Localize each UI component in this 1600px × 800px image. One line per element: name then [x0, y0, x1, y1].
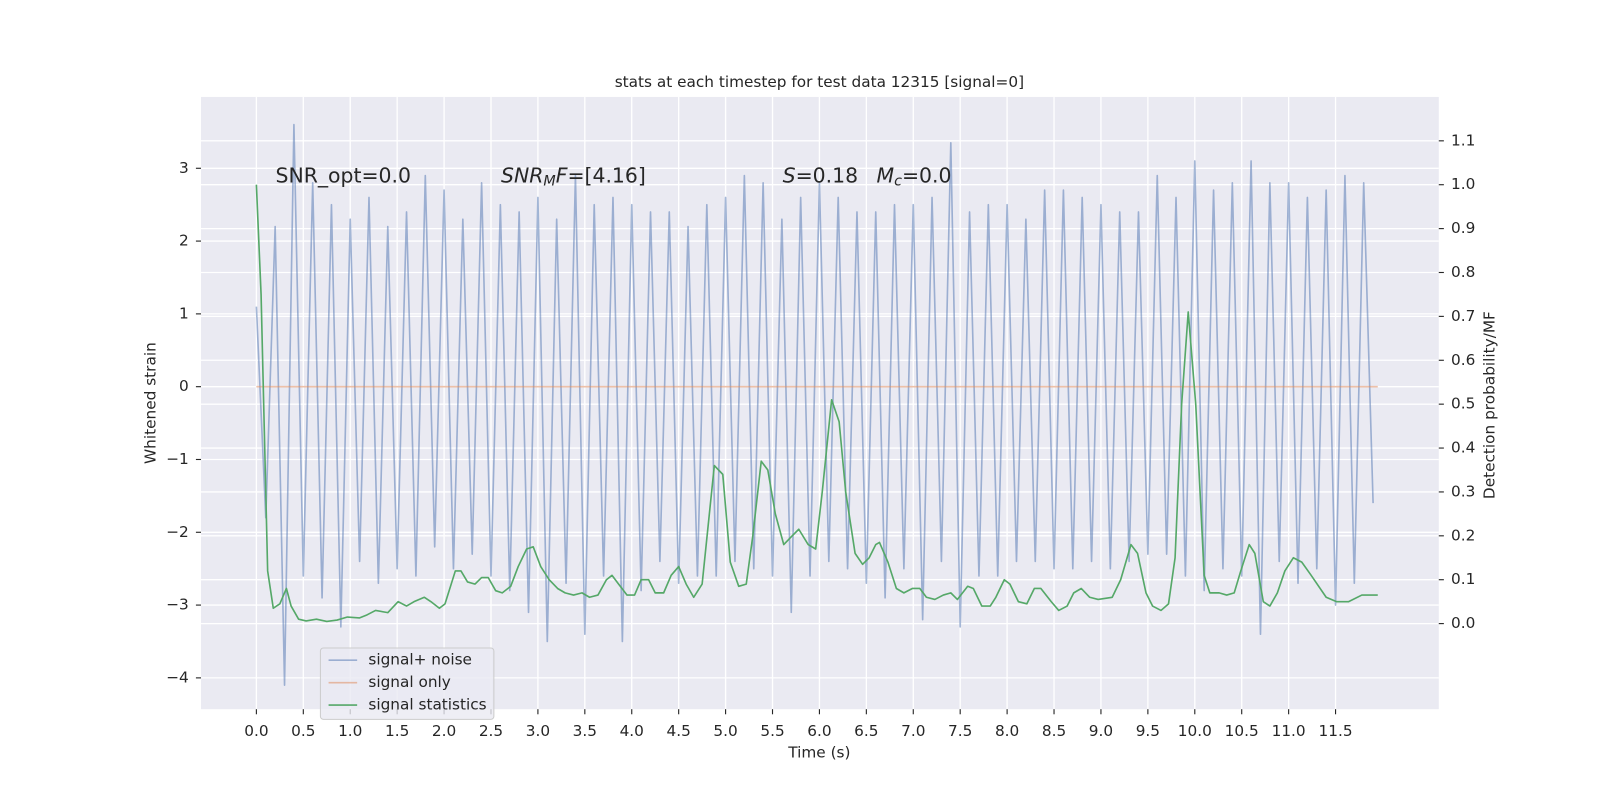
x-tick-label: 6.5: [854, 722, 878, 740]
y2-tick-label: 0.8: [1451, 263, 1475, 281]
y2-axis-label: Detection probability/MF: [1480, 311, 1498, 499]
annotation-part: S: [783, 164, 796, 188]
annotation-part: SNR_opt=0.0: [276, 164, 412, 189]
x-tick-label: 2.0: [432, 722, 456, 740]
x-tick-label: 3.5: [573, 722, 597, 740]
x-tick-label: 9.5: [1136, 722, 1160, 740]
x-tick-label: 7.5: [948, 722, 972, 740]
annotation-part: =[4.16]: [567, 164, 645, 188]
x-tick-label: 5.0: [713, 722, 737, 740]
x-tick-label: 4.5: [667, 722, 691, 740]
y-tick-label: 1: [179, 304, 189, 322]
x-tick-label: 1.0: [338, 722, 362, 740]
annotation-part: =0.0: [902, 164, 952, 188]
annotation: S=0.18: [783, 164, 858, 188]
y-tick-label: −1: [166, 450, 189, 468]
x-tick-label: 4.0: [620, 722, 644, 740]
y2-tick-label: 1.0: [1451, 175, 1475, 193]
legend-label: signal statistics: [368, 696, 486, 714]
y-axis-label: Whitened strain: [142, 342, 160, 464]
y-tick-label: −2: [166, 523, 189, 541]
legend-label: signal only: [368, 673, 450, 691]
x-tick-label: 10.0: [1178, 722, 1212, 740]
legend: signal+ noise signal only signal statistic…: [319, 647, 495, 720]
series-line: [255, 184, 1378, 623]
grid: [201, 96, 1439, 710]
y2-tick-label: 0.5: [1451, 395, 1475, 413]
y-tick-label: 3: [179, 159, 189, 177]
series-line: [255, 123, 1374, 686]
y2-tick-label: 1.1: [1451, 131, 1475, 149]
x-tick-label: 8.5: [1042, 722, 1066, 740]
chart-title: stats at each timestep for test data 123…: [615, 73, 1024, 91]
annotation-part: M: [877, 164, 895, 188]
annotation: SNR_opt=0.0: [276, 164, 412, 189]
annotation: SNRMF=[4.16]: [501, 164, 646, 190]
y-tick-label: 0: [179, 377, 189, 395]
annotation-part: =0.18: [796, 164, 859, 188]
y2-tick-label: 0.0: [1451, 614, 1475, 632]
y2-tick-label: 0.3: [1451, 482, 1475, 500]
x-tick-label: 10.5: [1225, 722, 1259, 740]
x-tick-label: 1.5: [385, 722, 409, 740]
x-tick-label: 11.0: [1272, 722, 1306, 740]
marks: [255, 123, 1378, 686]
annotation-part: M: [543, 174, 555, 190]
y2-tick-label: 0.4: [1451, 439, 1475, 457]
x-tick-label: 7.0: [901, 722, 925, 740]
x-axis-label: Time (s): [787, 744, 850, 762]
x-tick-label: 6.0: [807, 722, 831, 740]
y-tick-label: 2: [179, 232, 189, 250]
legend-label: signal+ noise: [368, 651, 472, 669]
annotation-part: F: [556, 164, 568, 188]
x-tick-label: 8.0: [995, 722, 1019, 740]
x-tick-label: 3.0: [526, 722, 550, 740]
annotations: SNR_opt=0.0 SNRMF=[4.16] S=0.18 Mc=0.0: [276, 164, 952, 190]
x-tick-label: 2.5: [479, 722, 503, 740]
annotation-part: SNR: [501, 164, 543, 188]
legend-box: [319, 647, 495, 720]
x-tick-label: 0.5: [291, 722, 315, 740]
x-tick-label: 9.0: [1089, 722, 1113, 740]
annotation-part: c: [894, 174, 902, 190]
annotation: Mc=0.0: [877, 164, 952, 190]
y-tick-label: −3: [166, 596, 189, 614]
x-tick-label: 11.5: [1319, 722, 1353, 740]
y2-tick-label: 0.9: [1451, 219, 1475, 237]
axes: 0.0 0.5 1.0 1.5 2.0 2.5 3.0 3.5 4.0 4.5 5.0 5.5 6.0 6…: [166, 131, 1475, 740]
y2-tick-label: 0.1: [1451, 570, 1475, 588]
y2-tick-label: 0.6: [1451, 351, 1475, 369]
x-tick-label: 5.5: [760, 722, 784, 740]
y-tick-label: −4: [166, 668, 189, 686]
y2-tick-label: 0.7: [1451, 307, 1475, 325]
x-tick-label: 0.0: [244, 722, 268, 740]
y2-tick-label: 0.2: [1451, 526, 1475, 544]
